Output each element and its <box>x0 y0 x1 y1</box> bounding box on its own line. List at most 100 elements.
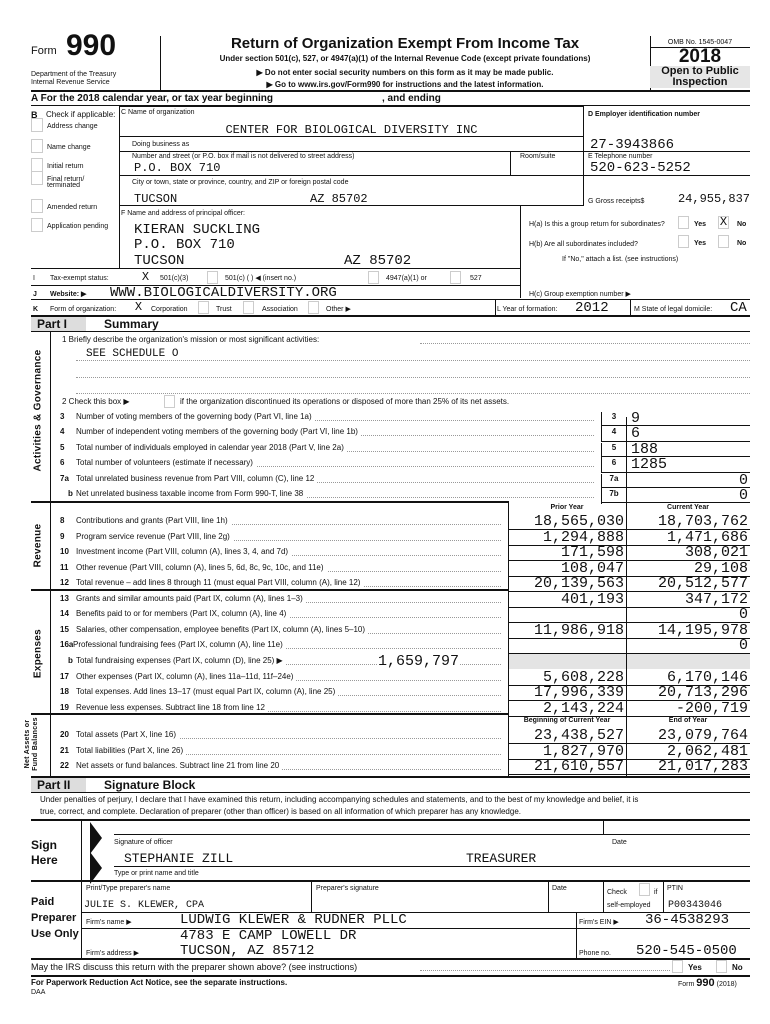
form-label: Form <box>31 45 57 57</box>
perjury-text-2: true, correct, and complete. Declaration… <box>40 807 521 816</box>
line-text: Total expenses. Add lines 13–17 (must eq… <box>76 687 339 698</box>
line-text: Professional fundraising fees (Part IX, … <box>73 640 286 651</box>
daa-label: DAA <box>31 989 46 996</box>
preparer-label: Preparer <box>31 912 77 924</box>
line-number: 16a <box>60 640 74 650</box>
line-number: 13 <box>60 593 69 603</box>
line-value: 9 <box>631 410 641 427</box>
line-box-number: 6 <box>601 458 626 474</box>
firm-address-1: 4783 E CAMP LOWELL DR <box>180 928 357 944</box>
footer-year: (2018) <box>716 981 737 988</box>
line-number: 17 <box>60 671 69 681</box>
corporation-label: Corporation <box>151 306 188 313</box>
ha-yes-label: Yes <box>694 221 707 228</box>
firm-phone-label: Phone no. <box>579 950 611 957</box>
part1-title: Summary <box>104 317 159 331</box>
checkbox-2[interactable] <box>31 158 43 172</box>
checkbox-0[interactable] <box>31 118 43 132</box>
dot-leader <box>76 753 501 755</box>
instructions-link[interactable]: ▶ Go to www.irs.gov/Form990 for instruct… <box>266 80 544 89</box>
checkbox-5[interactable] <box>31 199 43 213</box>
prior-year-value <box>508 638 626 655</box>
attach-list-note: If "No," attach a list. (see instruction… <box>562 256 679 263</box>
discuss-yes-checkbox[interactable] <box>672 960 683 973</box>
line-box-number: 4 <box>601 427 626 443</box>
527-checkbox[interactable] <box>450 271 461 284</box>
line-text: Program service revenue (Part VIII, line… <box>76 531 233 542</box>
501c3-checkbox[interactable]: X <box>140 270 151 284</box>
501c-checkbox[interactable] <box>207 271 218 284</box>
if-label: if <box>654 889 658 896</box>
line-number: 9 <box>60 531 65 541</box>
website-value[interactable]: WWW.BIOLOGICALDIVERSITY.ORG <box>110 285 337 301</box>
dot-leader <box>76 738 501 739</box>
irs-label: Internal Revenue Service <box>31 79 110 86</box>
room-suite-label: Room/suite <box>520 153 556 160</box>
check-item-label: Address change <box>47 123 98 130</box>
line-number: 15 <box>60 624 69 634</box>
line-text: Total revenue – add lines 8 through 11 (… <box>76 578 364 589</box>
dot-leader <box>76 769 501 770</box>
line-box-number: 7b <box>601 489 626 504</box>
corporation-checkbox[interactable]: X <box>133 300 144 314</box>
i-letter: I <box>33 275 35 282</box>
side-revenue: Revenue <box>32 523 44 568</box>
line-text: Total number of volunteers (estimate if … <box>76 458 256 469</box>
prior-year-value <box>508 607 626 624</box>
line-number: 8 <box>60 516 65 525</box>
shaded-cell <box>508 654 750 670</box>
line-number: b <box>68 489 73 498</box>
check-item-label: Amended return <box>47 204 98 211</box>
row-line <box>601 487 750 488</box>
org-name: CENTER FOR BIOLOGICAL DIVERSITY INC <box>225 123 478 137</box>
row-line <box>601 425 750 427</box>
checkbox-1[interactable] <box>31 139 43 153</box>
ha-no-checkbox[interactable]: X <box>718 215 729 229</box>
prep-date-label: Date <box>552 885 567 892</box>
discuss-no-checkbox[interactable] <box>716 960 727 973</box>
street-value: P.O. BOX 710 <box>134 161 221 175</box>
checkbox-6[interactable] <box>31 218 43 232</box>
trust-checkbox[interactable] <box>198 301 209 314</box>
side-activities-governance: Activities & Governance <box>32 349 44 472</box>
self-employed-label: self-employed <box>607 902 651 909</box>
col-end-year: End of Year <box>668 717 708 724</box>
discuss-no-label: No <box>732 963 743 972</box>
hb-yes-checkbox[interactable] <box>678 235 689 248</box>
line-box-number: 3 <box>601 412 626 427</box>
association-label: Association <box>262 306 298 313</box>
ha-no-label: No <box>737 221 747 228</box>
discontinued-checkbox[interactable] <box>164 395 175 408</box>
line-box-number: 7a <box>601 473 626 489</box>
association-checkbox[interactable] <box>243 301 254 314</box>
dot-leader <box>76 648 501 650</box>
prior-year-value: 17,996,339 <box>508 685 626 702</box>
hb-no-checkbox[interactable] <box>718 235 729 248</box>
dot-leader <box>76 420 594 421</box>
check-item-label: Initial return <box>47 163 84 170</box>
other-checkbox[interactable] <box>308 301 319 314</box>
open-line1: Open to Public <box>661 65 739 77</box>
paperwork-notice: For Paperwork Reduction Act Notice, see … <box>31 978 288 987</box>
prior-year-value: 20,139,563 <box>508 576 626 593</box>
line-text: Total unrelated business revenue from Pa… <box>76 473 318 484</box>
use-only-label: Use Only <box>31 928 79 940</box>
self-employed-checkbox[interactable] <box>639 883 650 896</box>
prep-name-label: Print/Type preparer's name <box>86 885 171 892</box>
signature-line[interactable] <box>114 834 750 835</box>
trust-label: Trust <box>216 306 232 313</box>
4947-checkbox[interactable] <box>368 271 379 284</box>
current-year-value: 18,703,762 <box>626 514 750 530</box>
checkbox-3[interactable] <box>31 171 43 185</box>
perjury-text-1: Under penalties of perjury, I declare th… <box>40 795 639 804</box>
line-text: Revenue less expenses. Subtract line 18 … <box>76 702 268 713</box>
dot-leader <box>76 539 501 541</box>
line-number: 10 <box>60 547 69 557</box>
prior-year-value: 18,565,030 <box>508 514 626 530</box>
paid-label: Paid <box>31 896 55 908</box>
arrow-icon <box>90 822 102 854</box>
line-text: Other expenses (Part IX, column (A), lin… <box>76 671 297 682</box>
dba-label: Doing business as <box>132 141 190 148</box>
ha-yes-checkbox[interactable] <box>678 216 689 229</box>
current-year-value: 347,172 <box>626 591 750 608</box>
